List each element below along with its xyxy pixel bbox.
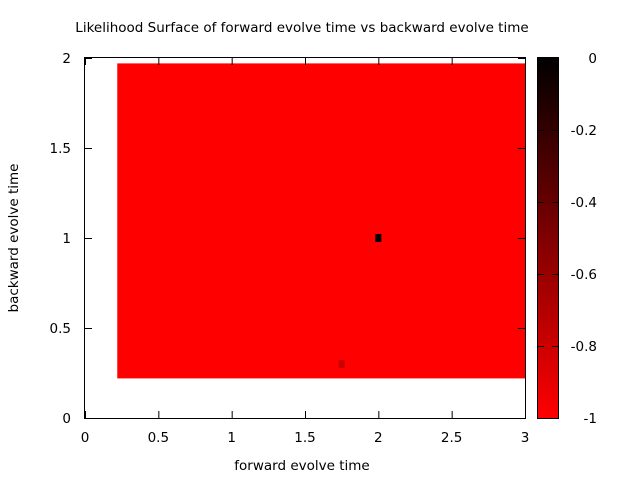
colorbar: 0 -0.2 -0.4 -0.6 -0.8 -1 — [537, 51, 597, 427]
colorbar-ticks: 0 -0.2 -0.4 -0.6 -0.8 -1 — [537, 51, 597, 427]
y-tick-label: 1.5 — [50, 141, 71, 157]
x-axis: 0 0.5 1 1.5 2 2.5 3 — [81, 57, 530, 446]
cells-layer — [338, 234, 382, 368]
colorbar-gradient — [537, 57, 559, 419]
x-tick-label: 1 — [227, 430, 236, 446]
colorbar-tick-label: -0.4 — [571, 195, 597, 211]
x-tick-label: 0.5 — [148, 430, 169, 446]
x-tick-label: 0 — [81, 430, 90, 446]
x-tick-label: 2 — [374, 430, 383, 446]
y-tick-label: 0 — [62, 411, 71, 427]
x-tick-label: 1.5 — [294, 430, 315, 446]
heatmap-cell — [338, 360, 345, 368]
colorbar-tick-label: -0.8 — [571, 339, 597, 355]
y-axis: 0 0.5 1 1.5 2 — [50, 51, 526, 427]
heatmap-surface — [117, 63, 526, 379]
plot-area — [84, 57, 526, 419]
y-tick-label: 1 — [62, 231, 71, 247]
y-tick-label: 0.5 — [50, 321, 71, 337]
surface-layer — [117, 63, 526, 379]
colorbar-tick-label: 0 — [588, 51, 597, 67]
colorbar-tick-label: -0.6 — [571, 267, 597, 283]
colorbar-tick-label: -0.2 — [571, 123, 597, 139]
x-axis-label: forward evolve time — [234, 458, 369, 474]
x-tick-label: 2.5 — [441, 430, 462, 446]
x-tick-label: 3 — [521, 430, 530, 446]
chart-title: Likelihood Surface of forward evolve tim… — [75, 20, 528, 36]
colorbar-tick-label: -1 — [584, 411, 597, 427]
y-axis-label: backward evolve time — [6, 164, 22, 313]
y-tick-label: 2 — [62, 51, 71, 67]
heatmap-cell — [375, 234, 382, 242]
